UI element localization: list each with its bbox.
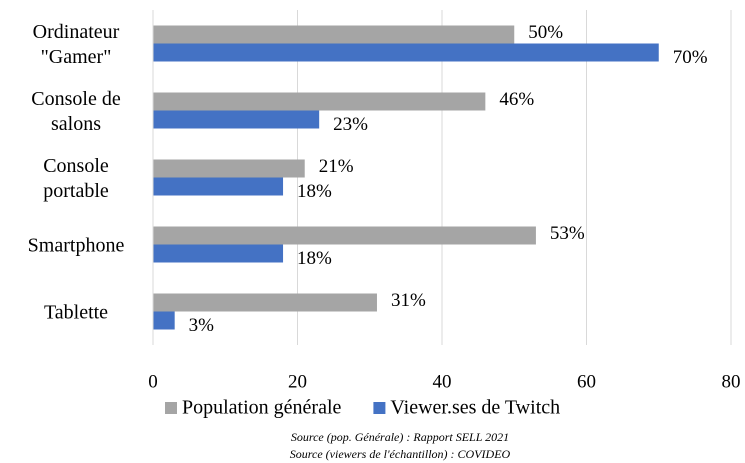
value-label: 70% bbox=[673, 47, 708, 68]
x-tick-label: 20 bbox=[288, 371, 307, 392]
value-label: 3% bbox=[189, 315, 215, 336]
value-label: 23% bbox=[333, 114, 368, 135]
x-tick-label: 0 bbox=[148, 371, 158, 392]
bar bbox=[153, 159, 305, 178]
x-tick-label: 80 bbox=[722, 371, 741, 392]
source-note: Source (pop. Générale) : Rapport SELL 20… bbox=[291, 430, 509, 444]
bar bbox=[153, 177, 284, 196]
legend-swatch bbox=[165, 402, 177, 414]
value-label: 21% bbox=[319, 156, 354, 177]
legend-label: Viewer.ses de Twitch bbox=[390, 397, 560, 419]
bar bbox=[153, 92, 486, 111]
x-tick-label: 60 bbox=[577, 371, 596, 392]
legend-label: Population générale bbox=[182, 397, 342, 419]
bar bbox=[153, 110, 320, 129]
bar bbox=[153, 43, 659, 62]
legend-swatch bbox=[373, 402, 386, 414]
bar bbox=[153, 25, 515, 44]
bar bbox=[153, 226, 536, 245]
bar bbox=[153, 244, 284, 263]
source-note: Source (viewers de l'échantillon) : COVI… bbox=[290, 447, 511, 461]
y-tick-label: Ordinateur "Gamer" bbox=[32, 20, 120, 68]
value-label: 46% bbox=[499, 89, 534, 110]
y-tick-label: Smartphone bbox=[27, 234, 125, 256]
bar bbox=[153, 293, 377, 312]
y-tick-label: Tablette bbox=[43, 301, 109, 323]
y-tick-label: Console portable bbox=[43, 154, 109, 202]
value-label: 50% bbox=[528, 22, 563, 43]
value-label: 18% bbox=[297, 181, 332, 202]
value-label: 53% bbox=[550, 223, 585, 244]
value-label: 31% bbox=[391, 290, 426, 311]
y-tick-label: Console de salons bbox=[31, 87, 121, 135]
x-tick-label: 40 bbox=[433, 371, 452, 392]
bar bbox=[153, 311, 175, 330]
value-label: 18% bbox=[297, 248, 332, 269]
